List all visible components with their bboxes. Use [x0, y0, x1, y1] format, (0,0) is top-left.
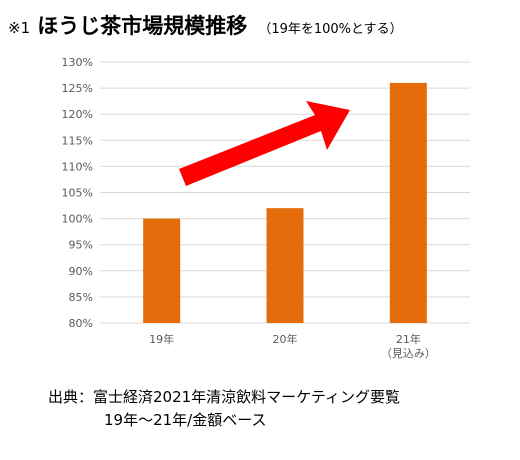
x-tick-label: 19年: [149, 332, 174, 346]
x-tick-note: （見込み）: [381, 347, 436, 360]
x-tick-label: 21年: [396, 332, 421, 346]
y-tick-label: 105%: [62, 187, 93, 200]
bar-chart: 80% 85% 90% 95% 100% 105% 110% 115% 120% 125% 130%…: [62, 56, 470, 360]
y-tick-label: 90%: [69, 265, 93, 278]
bar: [389, 82, 427, 323]
chart-title: ※1 ほうじ茶市場規模推移 （19年を100%とする）: [8, 10, 403, 40]
y-tick-label: 120%: [62, 108, 93, 121]
y-tick-label: 100%: [62, 213, 93, 226]
y-tick-label: 85%: [69, 291, 93, 304]
title-subtitle: （19年を100%とする）: [258, 22, 403, 37]
y-tick-label: 115%: [62, 134, 93, 147]
y-tick-label: 125%: [62, 82, 93, 95]
source-line-1: 出典：富士経済2021年清涼飲料マーケティング要覧: [48, 388, 400, 406]
title-note: ※1: [8, 19, 31, 37]
y-tick-label: 95%: [69, 239, 93, 252]
bar: [143, 218, 181, 323]
y-tick-label: 130%: [62, 56, 93, 69]
bar: [266, 208, 304, 323]
title-main: ほうじ茶市場規模推移: [37, 14, 248, 38]
x-tick-label: 20年: [273, 332, 298, 346]
y-tick-label: 110%: [62, 160, 93, 173]
source-line-2: 19年～21年/金額ベース: [104, 411, 267, 429]
y-tick-label: 80%: [69, 317, 93, 330]
source-note: 出典：富士経済2021年清涼飲料マーケティング要覧 19年～21年/金額ベース: [48, 386, 400, 432]
trend-arrow-icon: [179, 101, 350, 186]
